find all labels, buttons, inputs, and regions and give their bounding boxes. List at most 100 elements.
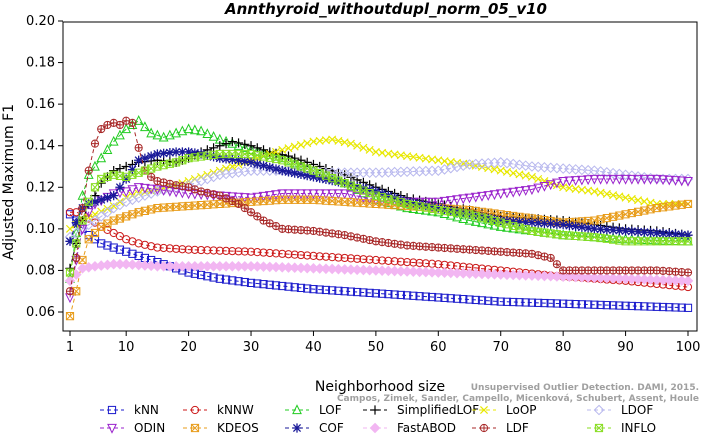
data-point	[152, 129, 163, 140]
data-point	[264, 191, 275, 201]
data-point	[670, 176, 681, 186]
data-point	[620, 174, 631, 185]
data-point	[284, 282, 293, 291]
data-point	[65, 236, 75, 246]
data-point	[545, 180, 556, 191]
data-point	[315, 173, 325, 183]
data-point	[308, 172, 319, 182]
data-point	[220, 168, 232, 180]
data-point	[421, 200, 431, 211]
data-point	[633, 174, 643, 185]
data-point	[84, 199, 94, 209]
data-point	[515, 170, 524, 179]
data-point	[534, 174, 543, 183]
data-point	[633, 302, 643, 311]
data-point	[265, 162, 275, 172]
data-point	[115, 163, 125, 174]
data-point	[221, 275, 231, 284]
data-point	[109, 166, 119, 176]
data-point	[321, 252, 331, 261]
data-point	[296, 283, 306, 292]
data-point	[233, 167, 244, 178]
legend-label: ODIN	[134, 421, 165, 434]
data-point	[602, 189, 611, 198]
data-point	[365, 145, 374, 154]
data-point	[228, 246, 237, 256]
data-point	[283, 189, 294, 200]
data-point	[639, 227, 649, 237]
y-tick-label: 0.06	[26, 305, 55, 320]
data-point	[359, 288, 368, 297]
data-point	[502, 221, 512, 232]
data-point	[72, 239, 81, 248]
data-point	[127, 185, 138, 196]
y-tick-label: 0.12	[26, 180, 55, 195]
legend-item-odin: ODIN	[100, 421, 165, 434]
data-point	[172, 244, 181, 253]
data-point	[303, 284, 312, 293]
data-point	[507, 158, 519, 170]
data-point	[615, 192, 624, 201]
x-tick-label: 100	[676, 340, 701, 355]
data-point	[265, 248, 274, 258]
data-point	[514, 186, 525, 197]
data-point	[184, 147, 194, 157]
data-point	[577, 222, 587, 232]
data-point	[134, 143, 143, 152]
data-point	[415, 292, 424, 301]
data-point	[384, 290, 393, 299]
legend-label: kNN	[134, 403, 159, 417]
data-point	[502, 188, 512, 199]
data-point	[158, 186, 169, 196]
data-point	[303, 251, 312, 260]
data-point	[290, 168, 300, 178]
x-tick-label: 70	[492, 340, 509, 355]
data-point	[445, 162, 457, 174]
data-point	[208, 152, 219, 162]
data-point	[552, 219, 562, 229]
data-point	[152, 186, 163, 197]
data-point	[601, 167, 613, 178]
data-point	[271, 190, 281, 201]
data-point	[71, 218, 81, 228]
data-point	[595, 174, 606, 185]
data-point	[140, 183, 150, 194]
data-point	[445, 196, 456, 206]
data-point	[90, 197, 100, 207]
data-point	[664, 234, 675, 245]
y-axis-label: Adjusted Maximum F1	[1, 104, 17, 260]
data-point	[65, 208, 75, 217]
data-point	[195, 175, 207, 187]
data-point	[233, 155, 244, 165]
data-point	[433, 197, 444, 208]
data-point	[277, 189, 288, 200]
legend-item-fastabod: FastABOD	[363, 421, 456, 434]
data-point	[278, 281, 287, 291]
data-point	[140, 153, 150, 163]
legend-item-knnw: kNNW	[183, 403, 254, 417]
data-point	[284, 250, 293, 259]
data-point	[458, 213, 469, 223]
data-point	[102, 144, 113, 154]
data-point	[371, 289, 380, 298]
legend-swatch-marker	[593, 404, 605, 416]
data-point	[65, 268, 75, 277]
series-fastabod	[64, 258, 694, 287]
data-point	[477, 191, 487, 202]
data-point	[652, 228, 662, 238]
data-point	[133, 115, 144, 125]
series-inflo	[65, 149, 693, 277]
data-point	[457, 160, 469, 171]
data-point	[253, 212, 262, 221]
data-point	[540, 298, 549, 308]
data-point	[164, 129, 175, 140]
data-point	[459, 295, 468, 304]
legend: kNN kNNW LOF SimplifiedLOF LoOP LDOF ODIN KDEOS…	[100, 403, 656, 434]
data-point	[209, 273, 218, 282]
data-point	[439, 164, 450, 175]
data-point	[520, 160, 532, 171]
data-point	[309, 251, 318, 260]
data-point	[514, 217, 525, 227]
data-point	[222, 164, 231, 173]
y-tick-label: 0.08	[26, 263, 55, 278]
